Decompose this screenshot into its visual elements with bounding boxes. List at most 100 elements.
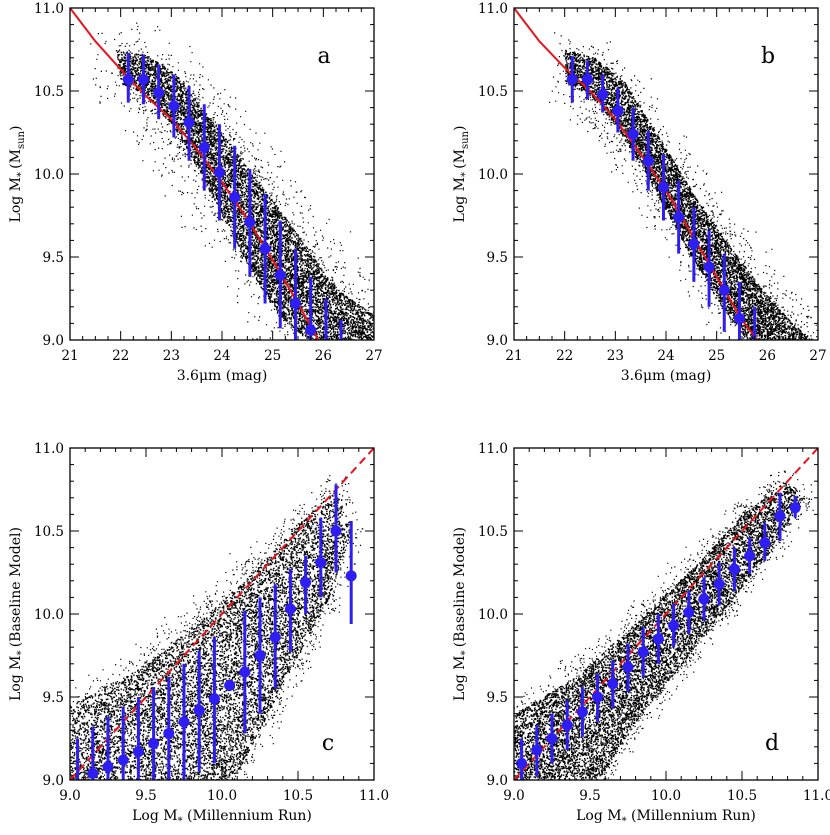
y-tick-label: 9.5 <box>43 690 64 706</box>
x-axis-title-main: Log M <box>132 808 177 824</box>
median-point <box>163 728 175 740</box>
y-axis-title: Log M* (Msun) <box>452 126 471 223</box>
x-axis-title: 3.6μm (mag) <box>621 368 712 384</box>
y-axis-title-paren: (M <box>452 149 468 169</box>
x-axis-title: 3.6μm (mag) <box>177 368 268 384</box>
x-tick-label: 23 <box>607 348 624 364</box>
median-point <box>576 706 588 718</box>
median-point <box>642 155 654 167</box>
y-tick-label: 11.0 <box>478 1 508 17</box>
x-tick-label: 26 <box>759 348 776 364</box>
median-point <box>269 631 281 643</box>
y-tick-label: 10.0 <box>34 607 64 623</box>
y-tick-label: 9.5 <box>487 250 508 266</box>
y-axis-title-paren-sub: sun <box>460 130 471 149</box>
x-tick-label: 9.0 <box>503 788 524 804</box>
y-axis-title-paren: (Baseline Model) <box>452 527 468 647</box>
y-axis-title-paren: (Baseline Model) <box>8 527 24 647</box>
median-point <box>153 87 165 99</box>
x-tick-label: 27 <box>365 348 382 364</box>
x-tick-label: 21 <box>61 348 78 364</box>
median-point <box>516 757 528 769</box>
y-tick-label: 11.0 <box>34 441 64 457</box>
y-axis-title-main: Log M <box>452 177 468 222</box>
x-tick-label: 21 <box>505 348 522 364</box>
x-axis-title-sub: * <box>622 816 627 827</box>
y-tick-label: 10.5 <box>34 84 64 100</box>
y-tick-label: 10.0 <box>478 167 508 183</box>
median-point <box>592 691 604 703</box>
y-tick-label: 10.5 <box>478 84 508 100</box>
median-point <box>148 737 160 749</box>
y-axis-title-main: Log M <box>452 655 468 700</box>
median-point <box>622 661 634 673</box>
panel-d: 9.0 9.5 10.0 10.5 11.0 9.0 9.5 10.0 10.5 11.0 Log … <box>452 441 830 827</box>
y-axis-title-main: Log M <box>8 177 24 222</box>
panel-a: 21 22 23 24 25 26 27 9.0 9.5 10.0 10.5 11.0 3.6μm (m… <box>8 1 383 384</box>
one-to-one-line <box>514 448 818 780</box>
median-point <box>102 761 114 773</box>
y-axis-title-paren-close: ) <box>8 126 24 131</box>
median-point <box>213 166 225 178</box>
x-axis-title-rest: (Millennium Run) <box>627 808 756 824</box>
median-point <box>315 557 327 569</box>
panel-c: 9.0 9.5 10.0 10.5 11.0 9.0 9.5 10.0 10.5 11.0 Log … <box>8 441 389 827</box>
median-point <box>683 606 695 618</box>
y-tick-label: 10.0 <box>34 167 64 183</box>
median-point <box>289 297 301 309</box>
median-point <box>627 128 639 140</box>
ticks <box>69 447 375 781</box>
panel-letter: b <box>761 44 775 69</box>
x-axis-title: Log M* (Millennium Run) <box>576 808 756 827</box>
ticks <box>513 7 819 341</box>
y-tick-label: 10.5 <box>34 524 64 540</box>
median-point <box>597 88 609 100</box>
median-point <box>345 570 357 582</box>
median-point <box>300 576 312 588</box>
scatter-points <box>70 475 364 780</box>
ticks <box>69 7 375 341</box>
median-point <box>244 216 256 228</box>
median-point <box>637 646 649 658</box>
median-point <box>224 679 236 691</box>
median-point <box>657 181 669 193</box>
one-to-one-line <box>70 448 374 780</box>
median-point <box>193 704 205 716</box>
x-tick-label: 22 <box>556 348 573 364</box>
y-tick-label: 9.0 <box>487 333 508 349</box>
median-point <box>229 191 241 203</box>
y-axis-title-paren-close: ) <box>452 126 468 131</box>
median-point <box>254 650 266 661</box>
x-tick-label: 23 <box>163 348 180 364</box>
median-point <box>607 678 619 690</box>
y-tick-label: 9.0 <box>43 773 64 789</box>
x-tick-label: 9.5 <box>135 788 156 804</box>
y-tick-label: 10.5 <box>478 524 508 540</box>
median-point <box>132 746 144 758</box>
x-tick-label: 10.5 <box>283 788 313 804</box>
median-point <box>274 269 286 281</box>
median-point <box>137 73 149 85</box>
median-point <box>330 525 342 537</box>
y-tick-label: 10.0 <box>478 607 508 623</box>
median-point <box>239 666 251 678</box>
y-axis-title-paren-sub: sun <box>16 130 27 149</box>
scatter-points <box>514 470 814 780</box>
y-axis-title-sub: * <box>460 169 471 177</box>
x-tick-label: 25 <box>708 348 725 364</box>
y-axis-title: Log M* (Baseline Model) <box>452 527 471 701</box>
median-point <box>652 633 664 645</box>
median-point <box>259 243 271 255</box>
median-point <box>703 261 715 273</box>
y-axis-title-sub: * <box>16 169 27 177</box>
x-tick-label: 24 <box>213 348 230 364</box>
median-point <box>183 117 195 129</box>
y-axis-title-paren: (M <box>8 149 24 169</box>
y-tick-label: 9.5 <box>487 690 508 706</box>
median-point <box>566 73 578 85</box>
median-point <box>612 105 624 117</box>
x-tick-label: 25 <box>264 348 281 364</box>
median-point <box>198 141 210 153</box>
median-point <box>168 100 180 112</box>
y-tick-label: 11.0 <box>34 1 64 17</box>
